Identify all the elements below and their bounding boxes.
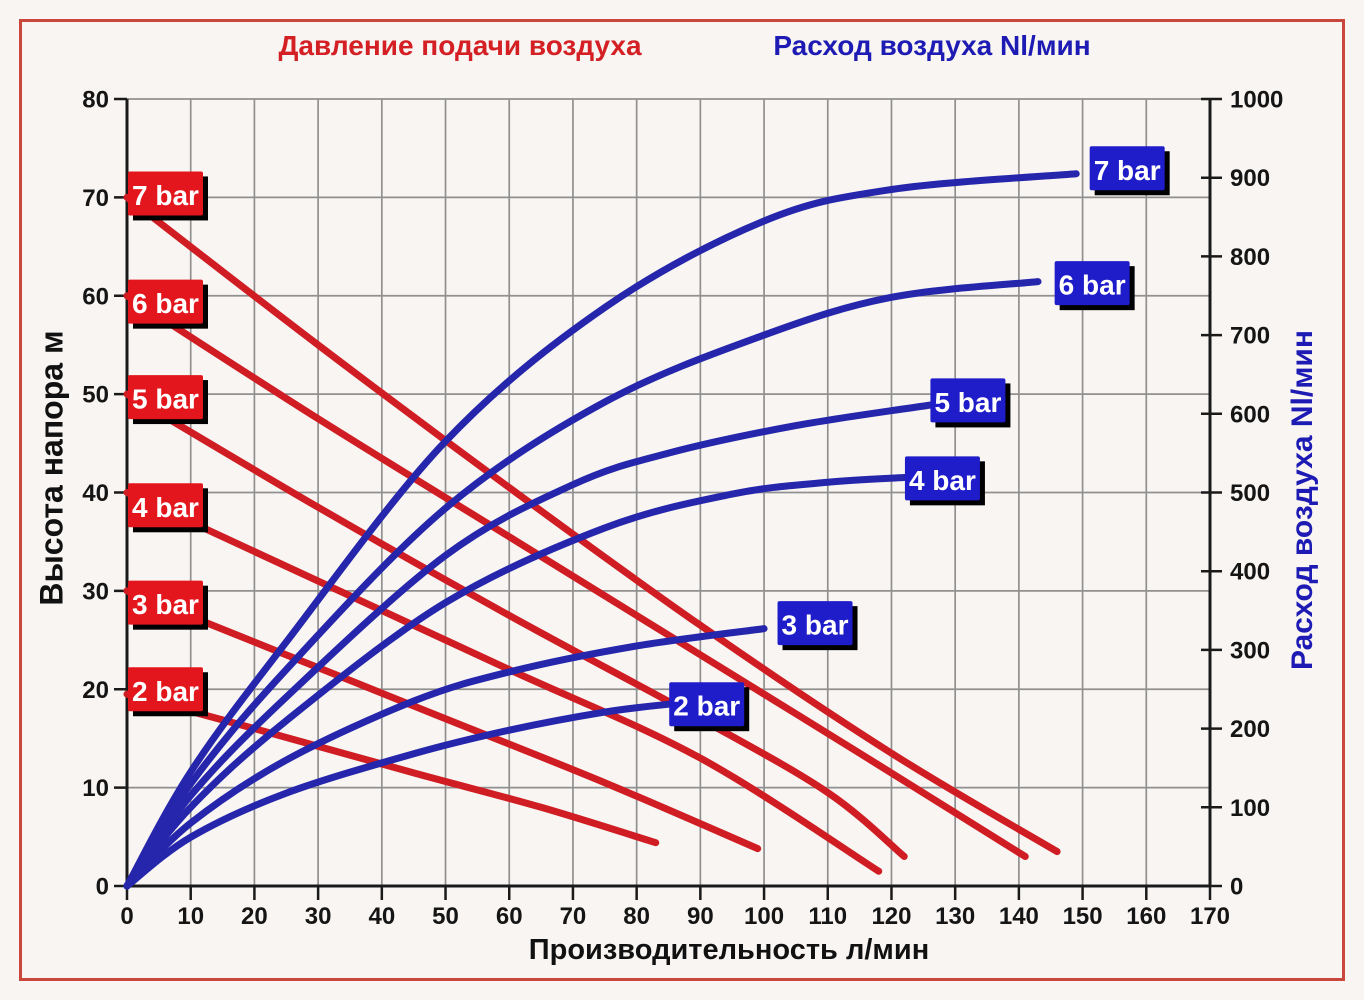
airflow-curve-7-bar — [123, 170, 1080, 890]
pressure-label-4-bar: 4 bar — [128, 483, 208, 533]
pressure-label-3-bar: 3 bar — [128, 580, 208, 630]
x-tick-label: 70 — [560, 903, 587, 930]
label-text: 4 bar — [132, 492, 199, 523]
label-box — [128, 483, 203, 528]
y-left-tick-label: 70 — [82, 185, 109, 212]
airflow-label-2-bar: 2 bar — [669, 682, 750, 732]
airflow-curve-5-bar — [123, 401, 934, 890]
pressure-label-5-bar: 5 bar — [128, 375, 208, 425]
airflow-label-5-bar: 5 bar — [930, 378, 1011, 428]
y-left-tick-label: 50 — [82, 382, 109, 409]
x-tick-label: 50 — [432, 903, 459, 930]
y-right-tick-label: 300 — [1230, 637, 1270, 664]
curve-labels: 7 bar 6 bar 5 bar 4 bar 3 bar 2 bar 7 bar 6 bar… — [128, 146, 1170, 732]
label-text: 2 bar — [132, 676, 199, 707]
label-box — [930, 378, 1006, 423]
y-right-tick-label: 1000 — [1230, 87, 1283, 114]
x-tick-label: 130 — [935, 903, 975, 930]
y-left-tick-label: 30 — [82, 578, 109, 605]
y-right-tick-label: 400 — [1230, 559, 1270, 586]
x-tick-label: 60 — [496, 903, 523, 930]
pressure-curve-3-bar — [123, 587, 762, 853]
airflow-label-4-bar: 4 bar — [904, 456, 985, 506]
pressure-label-6-bar: 6 bar — [128, 279, 208, 329]
y-left-tick-label: 40 — [82, 480, 109, 507]
label-box — [128, 171, 203, 216]
label-box — [904, 456, 980, 501]
x-tick-label: 20 — [241, 903, 268, 930]
label-text: 3 bar — [132, 589, 199, 620]
tick-marks — [114, 97, 1222, 900]
label-text: 6 bar — [132, 288, 199, 319]
y-right-tick-label: 200 — [1230, 716, 1270, 743]
x-tick-label: 90 — [687, 903, 714, 930]
x-tick-label: 30 — [305, 903, 332, 930]
airflow-label-3-bar: 3 bar — [777, 601, 858, 651]
label-text: 6 bar — [1059, 270, 1126, 301]
label-text: 5 bar — [132, 384, 199, 415]
x-tick-label: 140 — [999, 903, 1039, 930]
x-tick-label: 150 — [1063, 903, 1103, 930]
label-box — [669, 682, 745, 727]
label-text: 5 bar — [934, 387, 1001, 418]
x-tick-label: 10 — [177, 903, 204, 930]
pressure-label-7-bar: 7 bar — [128, 171, 208, 221]
label-box — [1089, 146, 1165, 191]
y-right-tick-label: 0 — [1230, 874, 1243, 901]
pressure-curve-6-bar — [123, 292, 1029, 860]
y-right-tick-label: 500 — [1230, 480, 1270, 507]
x-tick-label: 160 — [1126, 903, 1166, 930]
y-left-tick-label: 20 — [82, 677, 109, 704]
pressure-head-curves — [123, 193, 1061, 875]
pressure-label-2-bar: 2 bar — [128, 667, 208, 717]
air-flow-curves — [123, 170, 1080, 890]
label-text: 4 bar — [909, 465, 976, 496]
label-text: 7 bar — [1094, 155, 1161, 186]
y-right-tick-label: 600 — [1230, 401, 1270, 428]
airflow-label-7-bar: 7 bar — [1089, 146, 1170, 196]
label-box — [128, 667, 203, 712]
y-right-tick-label: 100 — [1230, 795, 1270, 822]
airflow-curve-3-bar — [123, 625, 768, 890]
pressure-curve-2-bar — [123, 690, 660, 847]
x-axis-label: Производительность л/мин — [528, 934, 930, 966]
airflow-curve-2-bar — [123, 700, 672, 890]
label-box — [777, 601, 853, 646]
y-left-tick-label: 80 — [82, 87, 109, 114]
y-right-tick-label: 700 — [1230, 323, 1270, 350]
y-left-tick-label: 60 — [82, 283, 109, 310]
label-text: 7 bar — [132, 180, 199, 211]
y-left-tick-label: 0 — [96, 874, 109, 901]
airflow-curve-6-bar — [123, 278, 1042, 890]
x-tick-label: 100 — [744, 903, 784, 930]
label-box — [128, 375, 203, 420]
x-tick-label: 40 — [368, 903, 395, 930]
x-tick-label: 0 — [120, 903, 133, 930]
pressure-curve-5-bar — [123, 390, 908, 860]
x-tick-label: 110 — [808, 903, 847, 930]
x-tick-label: 170 — [1190, 903, 1230, 930]
label-box — [128, 279, 203, 324]
label-box — [1054, 261, 1130, 306]
y-left-tick-label: 10 — [82, 775, 109, 802]
pressure-curve-7-bar — [123, 193, 1061, 856]
x-tick-label: 80 — [623, 903, 650, 930]
label-box — [128, 580, 203, 625]
y-right-tick-label: 900 — [1230, 165, 1270, 192]
chart-title-air-consumption: Расход воздуха Nl/мин — [773, 30, 1091, 61]
label-text: 3 bar — [782, 610, 849, 641]
airflow-curve-4-bar — [123, 474, 908, 890]
chart-title-air-pressure: Давление подачи воздуха — [278, 30, 642, 61]
label-text: 2 bar — [673, 691, 740, 722]
y-right-tick-label: 800 — [1230, 244, 1270, 271]
x-tick-label: 120 — [871, 903, 911, 930]
airflow-label-6-bar: 6 bar — [1054, 261, 1135, 311]
